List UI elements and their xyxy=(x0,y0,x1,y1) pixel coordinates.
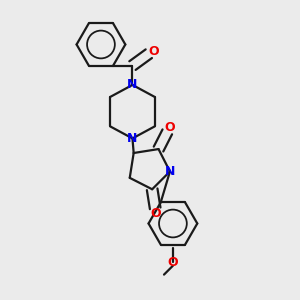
Text: O: O xyxy=(151,206,161,220)
Text: O: O xyxy=(149,45,160,58)
Text: O: O xyxy=(164,121,175,134)
Text: O: O xyxy=(168,256,178,268)
Text: N: N xyxy=(127,78,138,92)
Text: N: N xyxy=(165,165,175,178)
Text: N: N xyxy=(127,132,138,145)
